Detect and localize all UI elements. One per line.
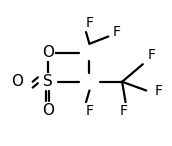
Text: O: O <box>42 104 54 118</box>
Text: F: F <box>147 48 155 62</box>
Text: O: O <box>42 45 54 60</box>
Text: F: F <box>120 104 128 118</box>
Text: F: F <box>113 25 121 39</box>
Text: F: F <box>85 16 93 30</box>
Text: O: O <box>11 74 23 89</box>
Text: F: F <box>154 84 162 98</box>
Text: F: F <box>85 104 93 118</box>
Text: S: S <box>43 74 53 89</box>
